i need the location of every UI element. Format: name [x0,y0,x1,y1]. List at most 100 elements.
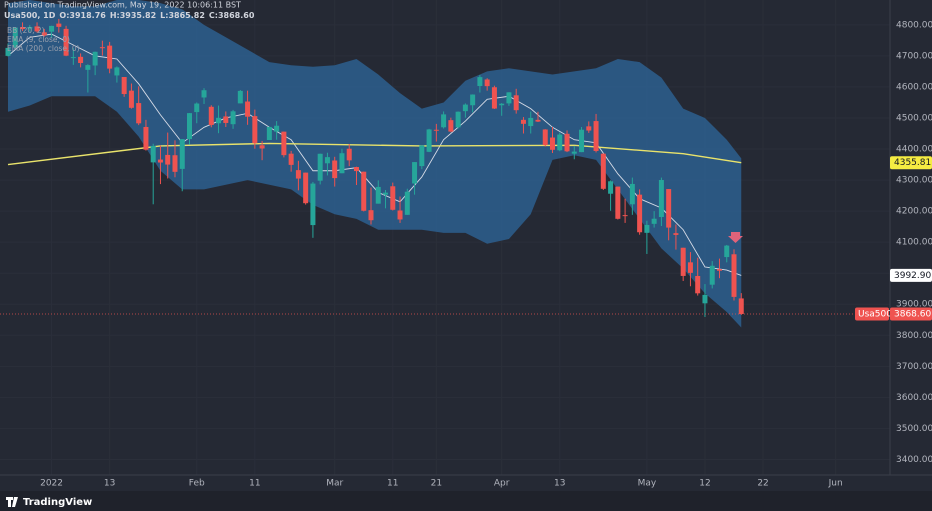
x-tick-label: 11 [249,479,260,489]
x-tick-label: 13 [554,479,565,489]
brand-logo [6,497,18,507]
ohlc-label: C: [209,11,218,20]
candle-body [34,26,40,32]
candle-body [455,111,461,128]
candle-body [375,186,381,204]
candle-body [557,134,563,151]
y-tick-label: 4600.00 [896,82,932,92]
candle-body [230,111,236,125]
x-tick-label: 11 [387,479,398,489]
x-tick-label: 12 [699,479,710,489]
candle-body [586,126,592,131]
ohlc-label: L: [160,11,168,20]
candle-body [550,137,555,150]
candle-body [629,183,635,205]
candle-body [666,189,672,228]
candle-body [339,153,345,174]
brand-name: TradingView [23,497,92,508]
y-tick-label: 4700.00 [896,51,932,61]
candle-body [724,245,730,258]
candle-body [644,224,650,233]
candle-body [92,51,98,66]
candle-body [41,32,47,36]
candle-body [288,153,294,165]
candle-body [63,28,69,56]
candle-body [324,157,330,164]
candle-body [484,79,490,87]
candle-body [107,45,113,69]
candle-body [27,26,33,29]
candle-body [266,126,272,141]
ohlc-value: 3935.82 [120,11,156,20]
candle-body [281,131,287,156]
x-tick-label: May [638,479,657,489]
candle-body [121,76,127,95]
x-tick-label: 13 [104,479,115,489]
candle-body [462,104,468,112]
candle-body [564,133,570,152]
candle-body [651,218,657,224]
y-tick-label: 3600.00 [896,393,932,403]
candle-body [165,154,171,165]
candle-body [397,210,403,220]
symbol-label: Usa500 [858,309,892,319]
y-tick-label: 3400.00 [896,455,932,465]
candle-body [419,145,425,167]
candle-body [593,121,599,151]
ohlc-value: 3868.60 [218,11,255,20]
candle-body [259,145,265,149]
candle-body [353,167,359,172]
price-label: 3868.60 [894,309,931,319]
price-label-box [890,268,932,282]
candle-body [85,65,91,70]
y-tick-label: 4200.00 [896,207,932,217]
candle-body [143,126,149,150]
candle-body [579,129,585,153]
x-tick-label: Mar [326,479,343,489]
legend-entry: EMA (9, close, 0) [7,35,70,44]
candle-body [637,194,643,233]
candle-body [680,247,686,276]
candle-body [608,181,614,194]
candle-body [303,172,309,204]
y-tick-label: 4800.00 [896,20,932,30]
bollinger-band [8,0,742,328]
candle-body [491,87,497,109]
candle-body [20,27,26,30]
candle-body [390,186,396,210]
candle-body [317,153,323,181]
ohlc-value: 3865.82 [168,11,204,20]
candle-body [368,210,374,221]
candle-body [412,162,418,184]
candle-body [571,151,577,154]
candle-body [426,129,432,152]
candle-body [738,298,744,314]
candle-body [12,27,18,48]
candle-body [695,275,701,294]
candle-body [477,77,483,86]
candle-body [187,113,192,140]
candle-body [150,145,156,163]
candle-body [441,114,447,128]
candle-body [5,47,11,56]
candle-body [528,117,534,127]
candle-body [223,116,229,123]
candle-body [128,90,134,108]
candle-body [615,186,621,219]
candle-body [194,103,200,113]
y-tick-label: 4400.00 [896,145,932,155]
candle-body [361,171,367,211]
candle-body [237,90,243,104]
y-tick-label: 4300.00 [896,176,932,186]
candle-body [56,23,62,27]
candle-body [622,215,628,217]
candle-body [731,254,737,297]
y-tick-label: 4500.00 [896,113,932,123]
price-label-box [890,307,932,321]
candle-body [513,95,519,111]
candle-body [600,153,606,189]
candle-body [448,120,454,132]
published-text: Published on TradingView.com, May 19, 20… [4,1,241,10]
x-tick-label: 21 [431,479,442,489]
